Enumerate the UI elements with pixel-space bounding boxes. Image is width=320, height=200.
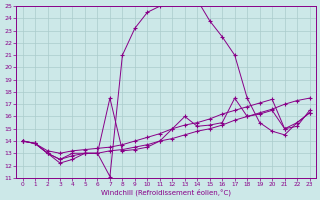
X-axis label: Windchill (Refroidissement éolien,°C): Windchill (Refroidissement éolien,°C) — [101, 188, 231, 196]
